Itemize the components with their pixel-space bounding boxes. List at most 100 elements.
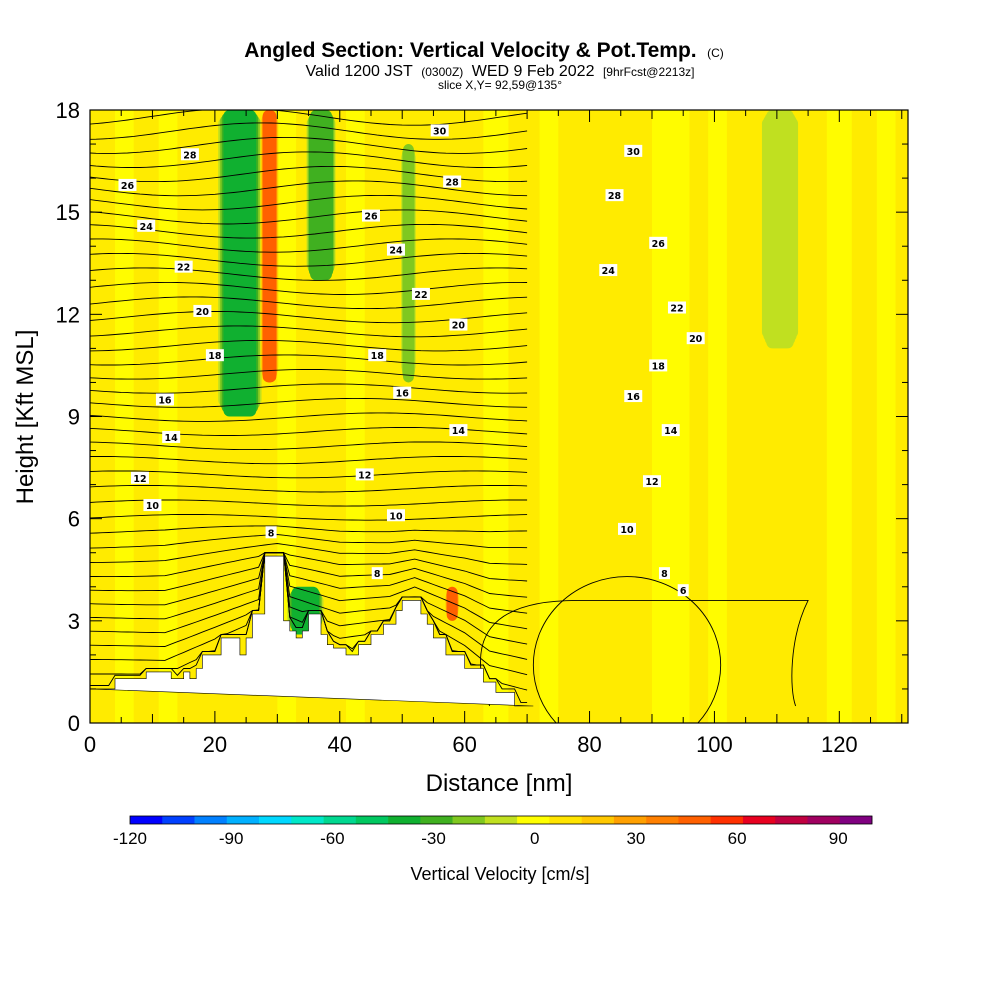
colorbar-tick-label: -60 <box>320 829 345 848</box>
isentrope-line <box>90 223 528 239</box>
theta-label: 30 <box>430 124 449 137</box>
field-band <box>651 110 690 723</box>
field-band <box>114 110 134 723</box>
isentrope-line <box>90 122 528 140</box>
colorbar-swatch <box>517 816 550 824</box>
colorbar <box>129 815 873 825</box>
colorbar-swatch <box>613 816 647 824</box>
colorbar-tick-label: 90 <box>829 829 848 848</box>
theta-label: 22 <box>174 260 193 274</box>
isentrope-line <box>90 339 528 352</box>
isentrope-line <box>90 552 528 582</box>
colorbar-swatch <box>291 816 324 824</box>
theta-label-text: 10 <box>389 511 403 522</box>
theta-label-text: 22 <box>670 304 683 315</box>
x-tick-label: 20 <box>203 732 227 757</box>
svg-text:Angled Section: Vertical Veloc: Angled Section: Vertical Velocity & Pot.… <box>244 39 724 62</box>
theta-label-text: 14 <box>165 433 179 444</box>
theta-label: 18 <box>649 359 668 372</box>
colorbar-tick-label: 0 <box>530 829 539 848</box>
isentrope-line <box>90 325 528 338</box>
theta-label-text: 14 <box>452 426 466 437</box>
colorbar-swatch <box>710 816 744 824</box>
theta-label-text: 8 <box>661 569 668 580</box>
isentrope-line <box>90 238 528 253</box>
theta-label-text: 26 <box>364 212 378 223</box>
colorbar-tick-label: -90 <box>219 829 244 848</box>
colorbar-swatch <box>742 816 776 824</box>
theta-labels: 30 30 28 28 28 26 26 26 24 24 24 22 22 22 20 20 20 18 18 18… <box>118 124 705 597</box>
theta-label: 22 <box>667 301 686 315</box>
field-band <box>158 110 178 723</box>
theta-label-text: 30 <box>627 147 641 158</box>
updraft-cell <box>262 110 277 383</box>
plot-area: 30 30 28 28 28 26 26 26 24 24 24 22 22 22 20 20 20 18 18 18… <box>90 110 908 723</box>
chart-title-unit: (C) <box>707 46 724 60</box>
field-band <box>346 110 365 723</box>
isentrope-line <box>90 513 528 521</box>
theta-label: 20 <box>449 318 468 332</box>
theta-label: 10 <box>143 499 162 512</box>
colorbar-swatch <box>130 816 163 824</box>
colorbar-swatch <box>226 816 260 824</box>
theta-label-text: 24 <box>602 266 616 277</box>
x-axis-label: Distance [nm] <box>426 770 573 797</box>
colorbar-swatch <box>452 816 486 824</box>
theta-label-text: 30 <box>433 126 447 137</box>
isentrope-line <box>90 368 528 380</box>
isentrope-line <box>90 136 528 154</box>
theta-label-text: 28 <box>183 150 197 161</box>
theta-label: 24 <box>137 219 156 233</box>
theta-label: 18 <box>368 349 387 362</box>
field-band <box>483 110 509 723</box>
theta-label: 18 <box>205 349 224 362</box>
y-tick-label: 3 <box>68 609 80 634</box>
colorbar-swatch <box>646 816 679 824</box>
theta-label-text: 8 <box>268 528 275 539</box>
field-band <box>708 110 727 723</box>
isentrope-line <box>90 470 528 479</box>
theta-label: 24 <box>599 264 618 277</box>
theta-label-text: 10 <box>146 501 160 512</box>
y-tick-label: 9 <box>68 405 80 430</box>
y-axis: 0 3 6 9 12 15 18 <box>56 98 908 736</box>
theta-label-text: 28 <box>608 191 622 202</box>
chart-header: Angled Section: Vertical Velocity & Pot.… <box>244 39 724 92</box>
colorbar-swatch <box>549 816 582 824</box>
isentropes <box>90 110 809 723</box>
theta-label: 8 <box>371 567 383 580</box>
theta-label: 16 <box>393 386 412 400</box>
isentrope-line <box>90 484 528 493</box>
theta-label: 10 <box>386 509 405 522</box>
y-tick-label: 15 <box>56 200 80 225</box>
colorbar-swatch <box>162 816 195 824</box>
theta-label-text: 16 <box>627 392 641 403</box>
isentrope-line <box>90 543 528 565</box>
theta-label-text: 12 <box>358 470 371 481</box>
colorbar-swatch <box>775 816 808 824</box>
theta-label-text: 6 <box>680 586 687 597</box>
isentrope-line <box>90 397 528 408</box>
velocity-field <box>114 110 896 723</box>
colorbar-tick-label: -120 <box>113 829 147 848</box>
theta-label-text: 10 <box>620 525 634 536</box>
isentrope-line <box>90 534 528 549</box>
downdraft-cell <box>402 144 414 383</box>
theta-label: 16 <box>155 393 174 406</box>
isentrope-line <box>90 194 528 211</box>
theta-label-text: 18 <box>371 351 385 362</box>
terrain-mask <box>90 555 534 707</box>
theta-label-text: 12 <box>645 477 658 488</box>
theta-label: 28 <box>443 175 462 189</box>
slice-info: slice X,Y= 92,59@135° <box>438 78 562 92</box>
y-tick-label: 0 <box>68 711 80 736</box>
theta-label: 22 <box>411 287 430 301</box>
y-axis-label: Height [Kft MSL] <box>12 330 39 505</box>
y-tick-label: 12 <box>56 302 80 327</box>
isentrope-line <box>90 267 528 281</box>
isentrope-line <box>90 552 528 630</box>
theta-label: 10 <box>618 522 637 536</box>
colorbar-tick-label: -30 <box>421 829 446 848</box>
field-band <box>826 110 852 723</box>
